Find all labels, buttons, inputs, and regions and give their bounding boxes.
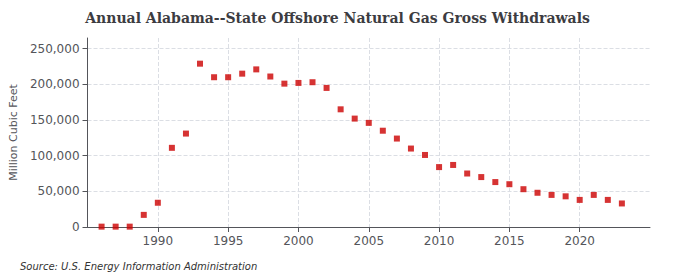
svg-text:2000: 2000 <box>283 234 314 248</box>
svg-text:0: 0 <box>72 220 80 234</box>
svg-text:Annual Alabama--State Offshore: Annual Alabama--State Offshore Natural G… <box>84 10 590 26</box>
svg-text:250,000: 250,000 <box>30 42 80 56</box>
svg-text:Million Cubic Feet: Million Cubic Feet <box>7 83 20 180</box>
svg-text:2010: 2010 <box>424 234 455 248</box>
svg-text:50,000: 50,000 <box>38 184 80 198</box>
svg-text:2015: 2015 <box>494 234 525 248</box>
svg-text:Source: U.S. Energy Informatio: Source: U.S. Energy Information Administ… <box>20 261 257 272</box>
svg-text:100,000: 100,000 <box>30 149 80 163</box>
svg-text:1995: 1995 <box>213 234 244 248</box>
svg-text:2005: 2005 <box>353 234 384 248</box>
svg-text:150,000: 150,000 <box>30 113 80 127</box>
svg-text:1990: 1990 <box>143 234 174 248</box>
svg-text:200,000: 200,000 <box>30 77 80 91</box>
svg-text:2020: 2020 <box>564 234 595 248</box>
